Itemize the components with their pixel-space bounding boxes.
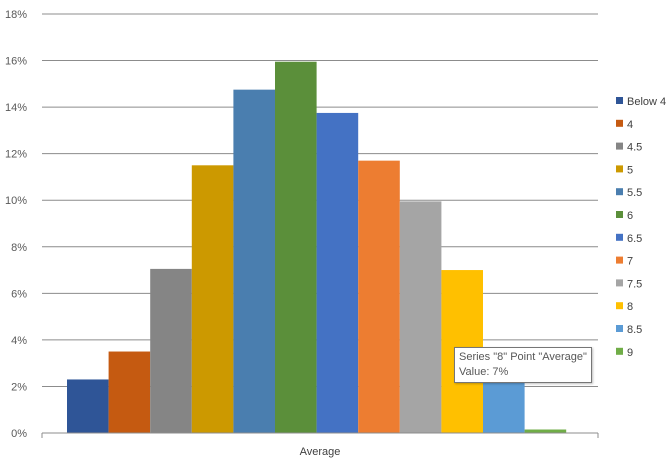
bar-5-5[interactable] [233, 89, 275, 434]
legend-item: 7 [616, 256, 633, 268]
legend-label: 8.5 [627, 324, 642, 336]
legend-swatch [616, 188, 623, 196]
bar-4-5[interactable] [150, 268, 192, 433]
legend-swatch [616, 211, 623, 218]
legend-item: 4 [616, 119, 633, 131]
bar-4[interactable] [108, 351, 151, 433]
bar-7[interactable] [358, 160, 400, 433]
legend-swatch [616, 165, 623, 173]
legend-swatch [616, 119, 623, 127]
bar-8-5[interactable] [483, 377, 525, 433]
legend-label: 6 [627, 210, 633, 222]
y-tick-label: 4% [11, 335, 27, 347]
legend-item: 5.5 [616, 187, 642, 199]
legend-label: 8 [627, 301, 633, 313]
legend-label: 5.5 [627, 187, 642, 199]
legend-swatch [616, 279, 623, 287]
legend-label: Below 4 [627, 96, 666, 108]
y-tick-label: 10% [5, 195, 27, 207]
bar-below-4[interactable] [67, 379, 109, 433]
legend-item: 4.5 [616, 142, 642, 154]
y-tick-label: 14% [5, 102, 27, 114]
y-axis-tick-labels: 0% 2% 4% 6% 8% 10% 12% 14% 16% 18% [5, 9, 27, 440]
legend-item: 6 [616, 210, 633, 222]
legend-swatch [616, 325, 623, 332]
y-tick-label: 18% [5, 9, 27, 21]
data-point-tooltip: Series "8" Point "Average" Value: 7% [454, 347, 592, 383]
y-tick-label: 2% [11, 381, 27, 393]
bar-6-5[interactable] [316, 112, 359, 434]
legend-label: 4 [627, 119, 633, 131]
bar-6[interactable] [275, 61, 317, 433]
legend-item: 8.5 [616, 324, 642, 336]
bar-5[interactable] [191, 165, 234, 434]
tooltip-series-line: Series "8" Point "Average" [459, 351, 587, 363]
legend-label: 7 [627, 256, 633, 268]
legend-label: 5 [627, 164, 633, 176]
legend-item: Below 4 [616, 96, 666, 108]
y-tick-label: 8% [11, 242, 27, 254]
tooltip-value-line: Value: 7% [459, 366, 509, 378]
legend-label: 9 [627, 347, 633, 359]
legend-item: 5 [616, 164, 633, 176]
legend-item: 6.5 [616, 233, 642, 245]
legend-swatch [616, 142, 623, 150]
y-tick-label: 12% [5, 149, 27, 161]
category-label: Average [300, 446, 341, 458]
bar-7-5[interactable] [399, 201, 442, 433]
legend-item: 7.5 [616, 278, 642, 290]
bar-9[interactable] [524, 429, 567, 433]
y-tick-label: 16% [5, 56, 27, 68]
legend-label: 6.5 [627, 233, 642, 245]
legend-swatch [616, 256, 623, 264]
legend-swatch [616, 233, 623, 241]
legend-label: 7.5 [627, 278, 642, 290]
y-tick-label: 6% [11, 288, 27, 300]
bars [67, 61, 567, 434]
legend-swatch [616, 302, 623, 310]
legend: Below 4 4 4.5 5 5.5 6 6.5 7 7.5 8 8.5 9 [616, 96, 666, 359]
legend-item: 9 [616, 347, 633, 359]
legend-label: 4.5 [627, 142, 642, 154]
legend-swatch [616, 347, 623, 355]
legend-swatch [616, 97, 623, 104]
y-tick-label: 0% [11, 428, 27, 440]
legend-item: 8 [616, 301, 633, 313]
